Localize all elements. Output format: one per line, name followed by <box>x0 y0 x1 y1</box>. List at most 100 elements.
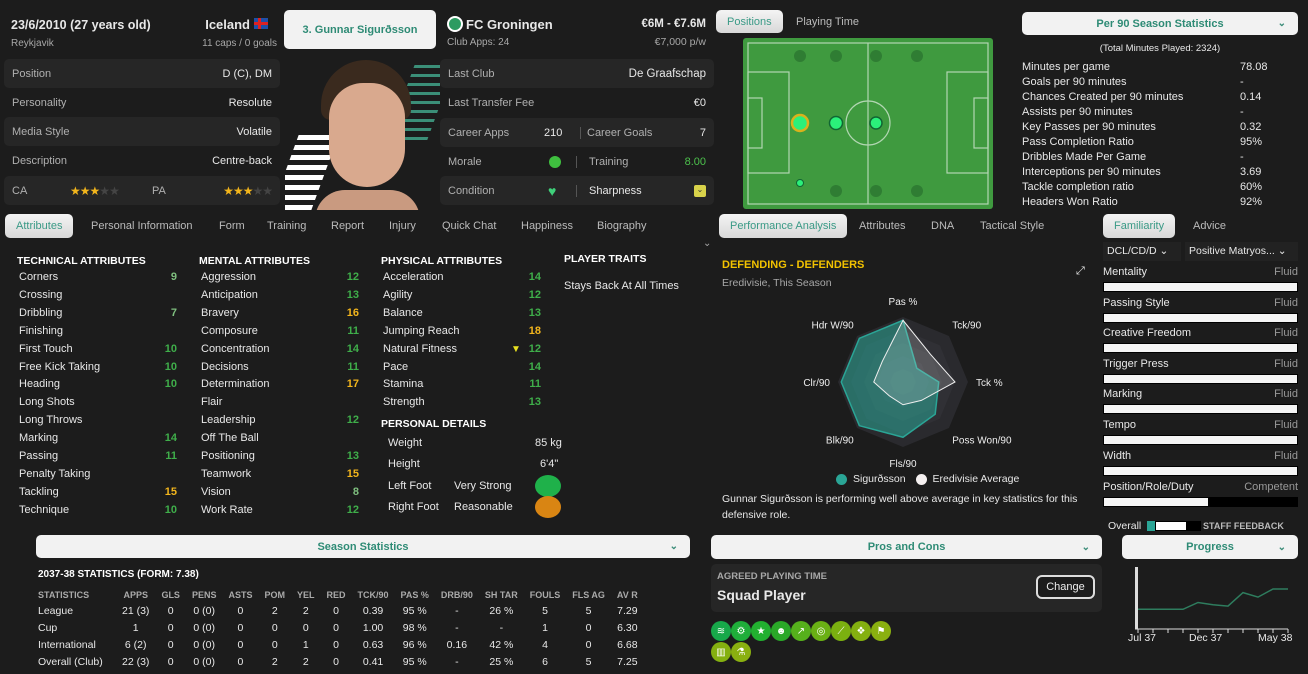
pros-cons-icon[interactable]: ⚗ <box>731 642 751 662</box>
attribute-name[interactable]: Concentration <box>201 342 270 355</box>
attribute-name[interactable]: Anticipation <box>201 288 258 301</box>
attribute-value: 10 <box>164 378 177 391</box>
tab-advice[interactable]: Advice <box>1193 220 1227 232</box>
attribute-name[interactable]: Positioning <box>201 450 255 462</box>
tab-playing-time[interactable]: Playing Time <box>796 15 859 28</box>
attribute-name[interactable]: First Touch <box>19 342 73 355</box>
familiarity-item: Marking Fluid <box>1103 388 1298 416</box>
morale-icon[interactable] <box>549 155 561 168</box>
pros-cons-icon[interactable]: ⚑ <box>871 621 891 641</box>
last-club-value[interactable]: De Graafschap <box>628 67 706 80</box>
table-cell: 98 % <box>402 621 427 634</box>
pros-cons-icon[interactable]: ◎ <box>811 621 831 641</box>
pa-label: PA <box>152 184 166 197</box>
attribute-name[interactable]: Long Throws <box>19 414 83 427</box>
nation[interactable]: Iceland <box>205 17 250 32</box>
radar-series-average <box>873 319 956 406</box>
pros-cons-icon[interactable]: ★ <box>751 621 771 641</box>
tactic-select-value: Positive Matryos... <box>1189 245 1275 257</box>
attribute-name[interactable]: Natural Fitness <box>383 342 457 355</box>
attribute-name[interactable]: Teamwork <box>201 467 252 480</box>
tab-performance-analysis[interactable]: Performance Analysis <box>719 214 848 238</box>
tab-attributes[interactable]: Attributes <box>859 220 906 232</box>
sharpness-label: Sharpness <box>576 184 642 197</box>
tab-tactical-style[interactable]: Tactical Style <box>980 220 1045 232</box>
attribute-name[interactable]: Work Rate <box>201 503 253 516</box>
attribute-name[interactable]: Marking <box>19 432 59 445</box>
attribute-name[interactable]: Jumping Reach <box>383 324 460 337</box>
pros-cons-icon[interactable]: ↗ <box>791 621 811 641</box>
per90-dropdown[interactable]: Per 90 Season Statistics ⌄ <box>1022 12 1298 35</box>
season-statistics-dropdown[interactable]: Season Statistics ⌄ <box>36 535 690 558</box>
attribute-name[interactable]: Balance <box>383 306 423 319</box>
tab-happiness[interactable]: Happiness <box>521 220 573 232</box>
collapse-chevron-icon[interactable]: ⌄ <box>703 238 712 249</box>
attribute-name[interactable]: Heading <box>19 378 60 391</box>
tactic-select[interactable]: Positive Matryos... ⌄ <box>1185 242 1298 261</box>
pros-cons-icon[interactable]: ⚙ <box>731 621 751 641</box>
tab-injury[interactable]: Injury <box>389 220 416 232</box>
attribute-name[interactable]: Determination <box>201 378 270 391</box>
attribute-name[interactable]: Flair <box>201 396 223 409</box>
pros-cons-icon[interactable]: ▥ <box>711 642 731 662</box>
attribute-name[interactable]: Leadership <box>201 414 256 427</box>
player-trait[interactable]: Stays Back At All Times <box>564 280 679 292</box>
table-cell: 25 % <box>489 655 514 668</box>
tab-dna[interactable]: DNA <box>931 220 955 232</box>
tab-attributes[interactable]: Attributes <box>5 214 74 238</box>
progress-dropdown[interactable]: Progress ⌄ <box>1122 535 1298 559</box>
attribute-name[interactable]: Technique <box>19 503 70 516</box>
pros-cons-dropdown[interactable]: Pros and Cons ⌄ <box>711 535 1102 559</box>
player-name-button[interactable]: 3. Gunnar Sigurðsson <box>284 10 436 49</box>
tab-familiarity[interactable]: Familiarity <box>1103 214 1176 238</box>
familiarity-item: Passing Style Fluid <box>1103 297 1298 325</box>
season-stats-title: 2037-38 STATISTICS (FORM: 7.38) <box>38 569 199 580</box>
pros-cons-icon[interactable]: ☻ <box>771 621 791 641</box>
attribute-name[interactable]: Stamina <box>383 378 424 391</box>
attribute-name[interactable]: Composure <box>201 324 258 337</box>
attribute-name[interactable]: Crossing <box>19 288 63 301</box>
pros-cons-icon[interactable]: ⟋ <box>831 621 851 641</box>
attribute-name[interactable]: Corners <box>19 271 59 283</box>
attribute-name[interactable]: Agility <box>383 288 413 301</box>
tab-positions[interactable]: Positions <box>716 10 783 33</box>
change-button[interactable]: Change <box>1036 575 1095 599</box>
attribute-name[interactable]: Long Shots <box>19 396 75 409</box>
familiarity-label: Mentality <box>1103 266 1148 278</box>
attribute-name[interactable]: Strength <box>383 396 425 409</box>
attribute-name[interactable]: Acceleration <box>383 271 444 283</box>
table-cell: 7.29 <box>617 604 638 617</box>
staff-feedback-link[interactable]: STAFF FEEDBACK <box>1203 521 1284 531</box>
attribute-value: 12 <box>346 414 359 427</box>
attribute-name[interactable]: Off The Ball <box>201 432 259 445</box>
tab-training[interactable]: Training <box>267 220 307 232</box>
attribute-name[interactable]: Bravery <box>201 306 239 319</box>
pros-cons-icon[interactable]: ≋ <box>711 621 731 641</box>
attribute-name[interactable]: Pace <box>383 360 409 373</box>
attribute-name[interactable]: Tackling <box>19 485 59 498</box>
tab-personal-information[interactable]: Personal Information <box>91 220 193 232</box>
table-cell: 0.63 <box>362 638 384 651</box>
attribute-name[interactable]: Passing <box>19 450 59 462</box>
career-goals-value: 7 <box>699 126 706 139</box>
attribute-name[interactable]: Aggression <box>201 271 257 283</box>
club-name[interactable]: FC Groningen <box>466 17 553 32</box>
attribute-name[interactable]: Finishing <box>19 324 64 337</box>
radar-axis-label: Hdr W/90 <box>811 321 854 332</box>
attribute-name[interactable]: Penalty Taking <box>19 467 91 480</box>
attribute-name[interactable]: Free Kick Taking <box>19 360 101 373</box>
expand-icon[interactable]: ⤢ <box>1076 265 1085 277</box>
attribute-name[interactable]: Vision <box>201 485 231 498</box>
familiarity-bar <box>1103 465 1298 476</box>
tab-quick-chat[interactable]: Quick Chat <box>442 220 497 232</box>
pros-cons-icon[interactable]: ❖ <box>851 621 871 641</box>
attribute-value: 11 <box>347 360 359 373</box>
position-select[interactable]: DCL/CD/D ⌄ <box>1103 242 1181 261</box>
attribute-name[interactable]: Dribbling <box>19 306 63 319</box>
tab-biography[interactable]: Biography <box>597 220 647 232</box>
tab-form[interactable]: Form <box>219 220 245 232</box>
radar-axis-label: Blk/90 <box>826 435 854 446</box>
table-cell: Overall (Club) <box>38 655 103 668</box>
tab-report[interactable]: Report <box>331 220 365 232</box>
attribute-name[interactable]: Decisions <box>201 360 249 373</box>
